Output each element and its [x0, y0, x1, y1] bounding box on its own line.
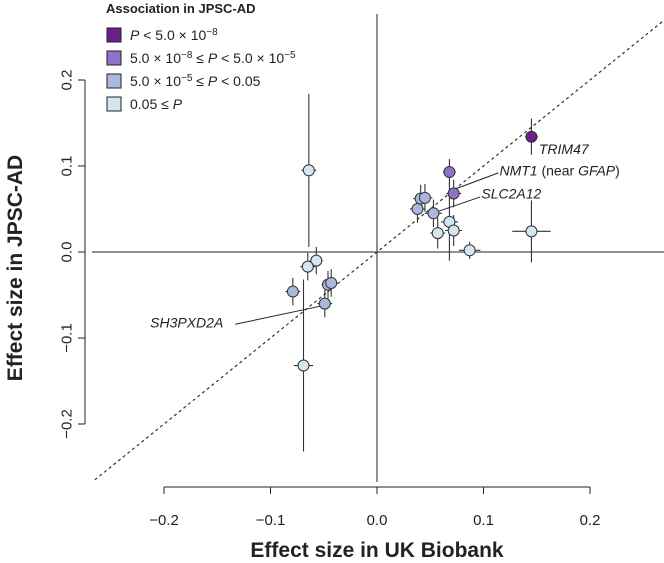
data-point: [297, 359, 310, 372]
text-span: NMT1: [499, 162, 537, 178]
data-point: [325, 276, 338, 289]
y-tick-label: −0.1: [59, 323, 76, 353]
text-span: P: [208, 73, 218, 89]
data-point: [427, 207, 440, 220]
text-span: P: [173, 96, 183, 112]
legend-title: Association in JPSC-AD: [106, 1, 256, 16]
text-span: < 0.05: [217, 73, 260, 89]
y-tick-label: −0.2: [59, 409, 76, 439]
y-axis-title: Effect size in JPSC-AD: [4, 155, 27, 381]
x-tick-label: −0.1: [256, 512, 286, 529]
text-span: −8: [181, 50, 193, 61]
data-point: [286, 285, 299, 298]
data-point: [447, 224, 460, 237]
y-tick-label: 0.1: [59, 156, 76, 177]
legend-label: 0.05 ≤ P: [130, 96, 183, 112]
identity-diagonal-line: [93, 19, 664, 480]
leader-line: [235, 305, 321, 325]
text-span: −5: [181, 73, 193, 84]
data-point: [447, 187, 460, 200]
gene-label-nmt1: NMT1 (near GFAP): [499, 162, 619, 178]
data-point: [318, 297, 331, 310]
legend-swatch: [106, 27, 122, 43]
x-tick-label: 0.2: [580, 512, 601, 529]
text-span: < 5.0 × 10: [217, 50, 284, 66]
data-point: [302, 164, 315, 177]
legend-swatch: [106, 73, 122, 89]
x-tick-label: −0.2: [149, 512, 179, 529]
x-tick-label: 0.1: [473, 512, 494, 529]
text-span: SH3PXD2A: [150, 315, 223, 331]
text-span: 5.0 × 10: [130, 50, 181, 66]
x-axis-title: Effect size in UK Biobank: [250, 539, 504, 562]
data-point: [301, 260, 314, 273]
legend-label: 5.0 × 10−5 ≤ P < 0.05: [130, 73, 261, 90]
data-points: [286, 130, 538, 372]
axes: −0.2 −0.1 0.0 0.1 0.2 −0.2 −0.1 0.0 0.1 0.2: [59, 70, 601, 529]
legend-label: 5.0 × 10−8 ≤ P < 5.0 × 10−5: [130, 50, 296, 67]
legend-label: P < 5.0 × 10−8: [130, 27, 218, 44]
legend: Association in JPSC-AD P < 5.0 × 10−85.0…: [106, 1, 296, 112]
y-tick-label: 0.0: [59, 242, 76, 263]
text-span: ≤: [192, 73, 207, 89]
data-point: [411, 203, 424, 215]
text-span: −8: [206, 27, 218, 38]
reference-lines: [92, 14, 664, 482]
gene-label-slc2a12: SLC2A12: [481, 186, 541, 202]
data-point: [310, 254, 323, 267]
x-tick-label: 0.0: [367, 512, 388, 529]
text-span: −5: [284, 50, 296, 61]
text-span: P: [208, 50, 218, 66]
y-tick-label: 0.2: [59, 70, 76, 91]
leader-lines: [235, 172, 499, 325]
text-span: ≤: [192, 50, 207, 66]
text-span: 0.05 ≤: [130, 96, 173, 112]
leader-line: [456, 172, 499, 189]
legend-swatch: [106, 96, 122, 112]
data-point: [525, 225, 538, 238]
text-span: TRIM47: [539, 141, 590, 157]
text-span: SLC2A12: [481, 186, 541, 202]
gene-label-sh3pxd2a: SH3PXD2A: [150, 315, 223, 331]
data-point: [525, 130, 538, 143]
error-bars: [285, 93, 551, 452]
text-span: ): [615, 162, 620, 178]
text-span: P: [130, 27, 140, 43]
data-point: [463, 244, 476, 257]
text-span: < 5.0 × 10: [139, 27, 206, 43]
data-point: [443, 166, 456, 179]
legend-swatch: [106, 50, 122, 66]
data-point: [431, 227, 444, 240]
data-point: [418, 191, 431, 204]
text-span: (near: [538, 162, 578, 178]
text-span: 5.0 × 10: [130, 73, 181, 89]
text-span: GFAP: [578, 162, 616, 178]
leader-line: [437, 196, 481, 213]
gene-label-trim47: TRIM47: [539, 141, 590, 157]
